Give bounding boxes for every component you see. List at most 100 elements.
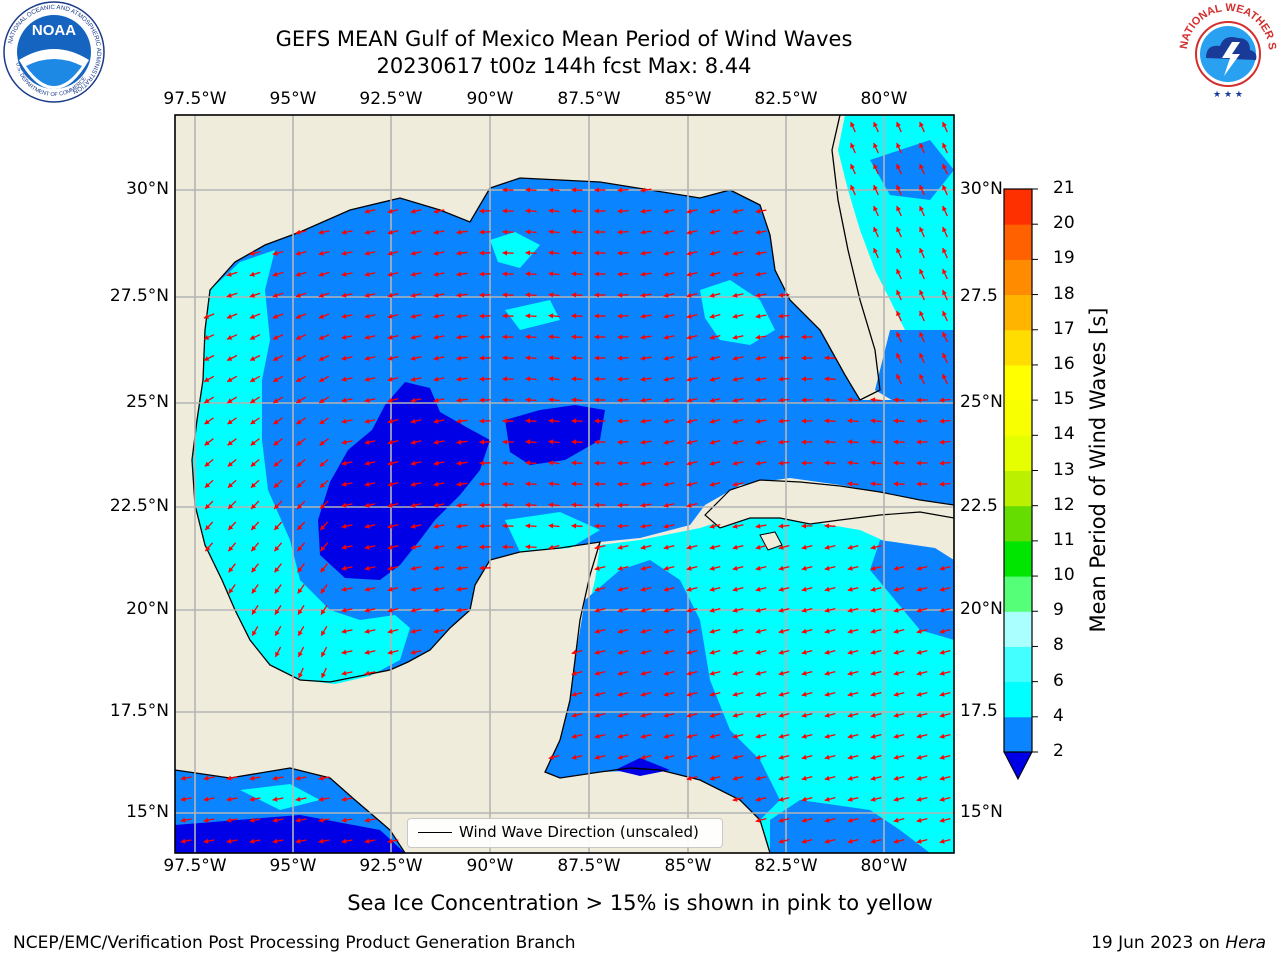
arrow-head-icon [847,481,853,487]
wave-direction-arrow [387,502,399,508]
wave-direction-arrow [273,438,283,446]
colorbar-segment [1004,470,1032,507]
wave-direction-arrow [663,377,675,381]
arrow-head-icon [847,838,853,844]
pacific-ocean [175,768,405,853]
arrow-head-icon [640,733,646,739]
wave-direction-arrow [456,398,468,402]
arrow-head-icon [916,628,922,634]
arrow-head-icon [778,544,784,550]
arrow-head-icon [755,754,761,760]
arrow-head-icon [295,229,301,235]
arrow-head-icon [686,397,692,403]
arrow-head-icon [571,250,577,256]
arrow-head-icon [502,376,508,382]
wave-direction-arrow [594,712,606,718]
arrow-head-icon [847,565,853,571]
arrow-head-icon [919,248,924,254]
wave-direction-arrow [227,479,237,489]
central-low-period [505,405,605,465]
arrow-head-icon [571,418,577,424]
colorbar-tick-label: 9 [1053,600,1064,621]
arrow-head-icon [296,377,302,382]
arrow-head-icon [686,754,692,760]
arrow-head-icon [873,143,878,149]
colorbar-segment [1004,329,1032,366]
arrow-head-icon [686,586,692,592]
wave-direction-arrow [525,545,537,549]
wave-direction-arrow [732,691,744,697]
arrow-head-icon [273,398,279,403]
wave-direction-arrow [640,209,652,213]
wave-direction-arrow [939,482,951,486]
wave-direction-arrow [847,565,859,571]
arrow-head-icon [387,544,393,550]
wave-direction-arrow [433,440,445,444]
wave-direction-arrow [663,524,675,528]
wave-direction-arrow [686,607,698,613]
wave-direction-arrow [847,628,859,634]
arrow-head-icon [341,355,347,361]
arrow-head-icon [709,355,715,361]
wave-direction-arrow [203,776,215,780]
wave-direction-arrow [870,398,882,402]
arrow-head-icon [939,565,945,571]
colorbar-tick-label: 6 [1053,670,1064,691]
arrow-head-icon [801,460,806,466]
wave-direction-arrow [939,440,951,444]
wave-direction-arrow [870,461,882,465]
wave-direction-arrow [295,271,307,277]
wave-direction-arrow [433,419,445,423]
colorbar-tick-label: 19 [1053,248,1075,269]
wave-direction-arrow [456,461,468,465]
wave-direction-arrow [571,210,583,212]
arrow-head-icon [755,271,761,277]
arrow-head-icon [341,271,347,277]
arrow-head-icon [919,164,924,170]
wave-direction-arrow [755,607,767,613]
arrow-head-icon [364,628,370,634]
arrow-head-icon [251,546,257,552]
wave-direction-arrow [732,524,744,528]
wave-direction-arrow [732,565,744,571]
arrow-head-icon [594,418,599,424]
wave-direction-arrow [364,335,376,339]
wave-direction-arrow [617,377,629,381]
arrow-head-icon [755,313,761,319]
wave-direction-arrow [640,607,652,613]
lon-label-top: 90°W [466,89,514,109]
arrow-head-icon [686,544,692,550]
wave-direction-arrow [410,398,422,402]
wave-direction-arrow [916,754,928,760]
wave-direction-arrow [341,335,353,339]
arrow-head-icon [594,544,600,550]
arrow-head-icon [479,292,485,298]
wave-direction-arrow [433,251,445,255]
wave-direction-arrow [249,776,261,780]
arrow-head-icon [548,187,554,193]
wave-direction-arrow [847,754,859,760]
wave-direction-arrow [617,230,629,234]
arrow-head-icon [663,229,669,235]
arrow-head-icon [916,649,922,655]
wave-direction-arrow [870,586,882,592]
wave-direction-arrow [548,335,560,339]
arrow-head-icon [824,712,830,718]
arrow-head-icon [801,733,807,739]
wave-direction-arrow [387,397,399,403]
arrow-head-icon [273,440,279,446]
wave-direction-arrow [939,628,951,634]
arrow-head-icon [548,313,554,319]
wave-direction-arrow [364,818,376,822]
wave-direction-arrow [250,417,260,425]
wave-direction-arrow [341,440,353,444]
arrow-head-icon [801,754,807,760]
wave-direction-arrow [617,272,629,276]
wave-direction-arrow [341,419,353,423]
wave-direction-arrow [686,376,698,382]
wave-direction-arrow [272,292,284,298]
arrow-head-icon [942,143,947,149]
wave-direction-arrow [709,775,721,781]
arrow-head-icon [502,355,508,361]
wave-direction-arrow [204,500,214,510]
